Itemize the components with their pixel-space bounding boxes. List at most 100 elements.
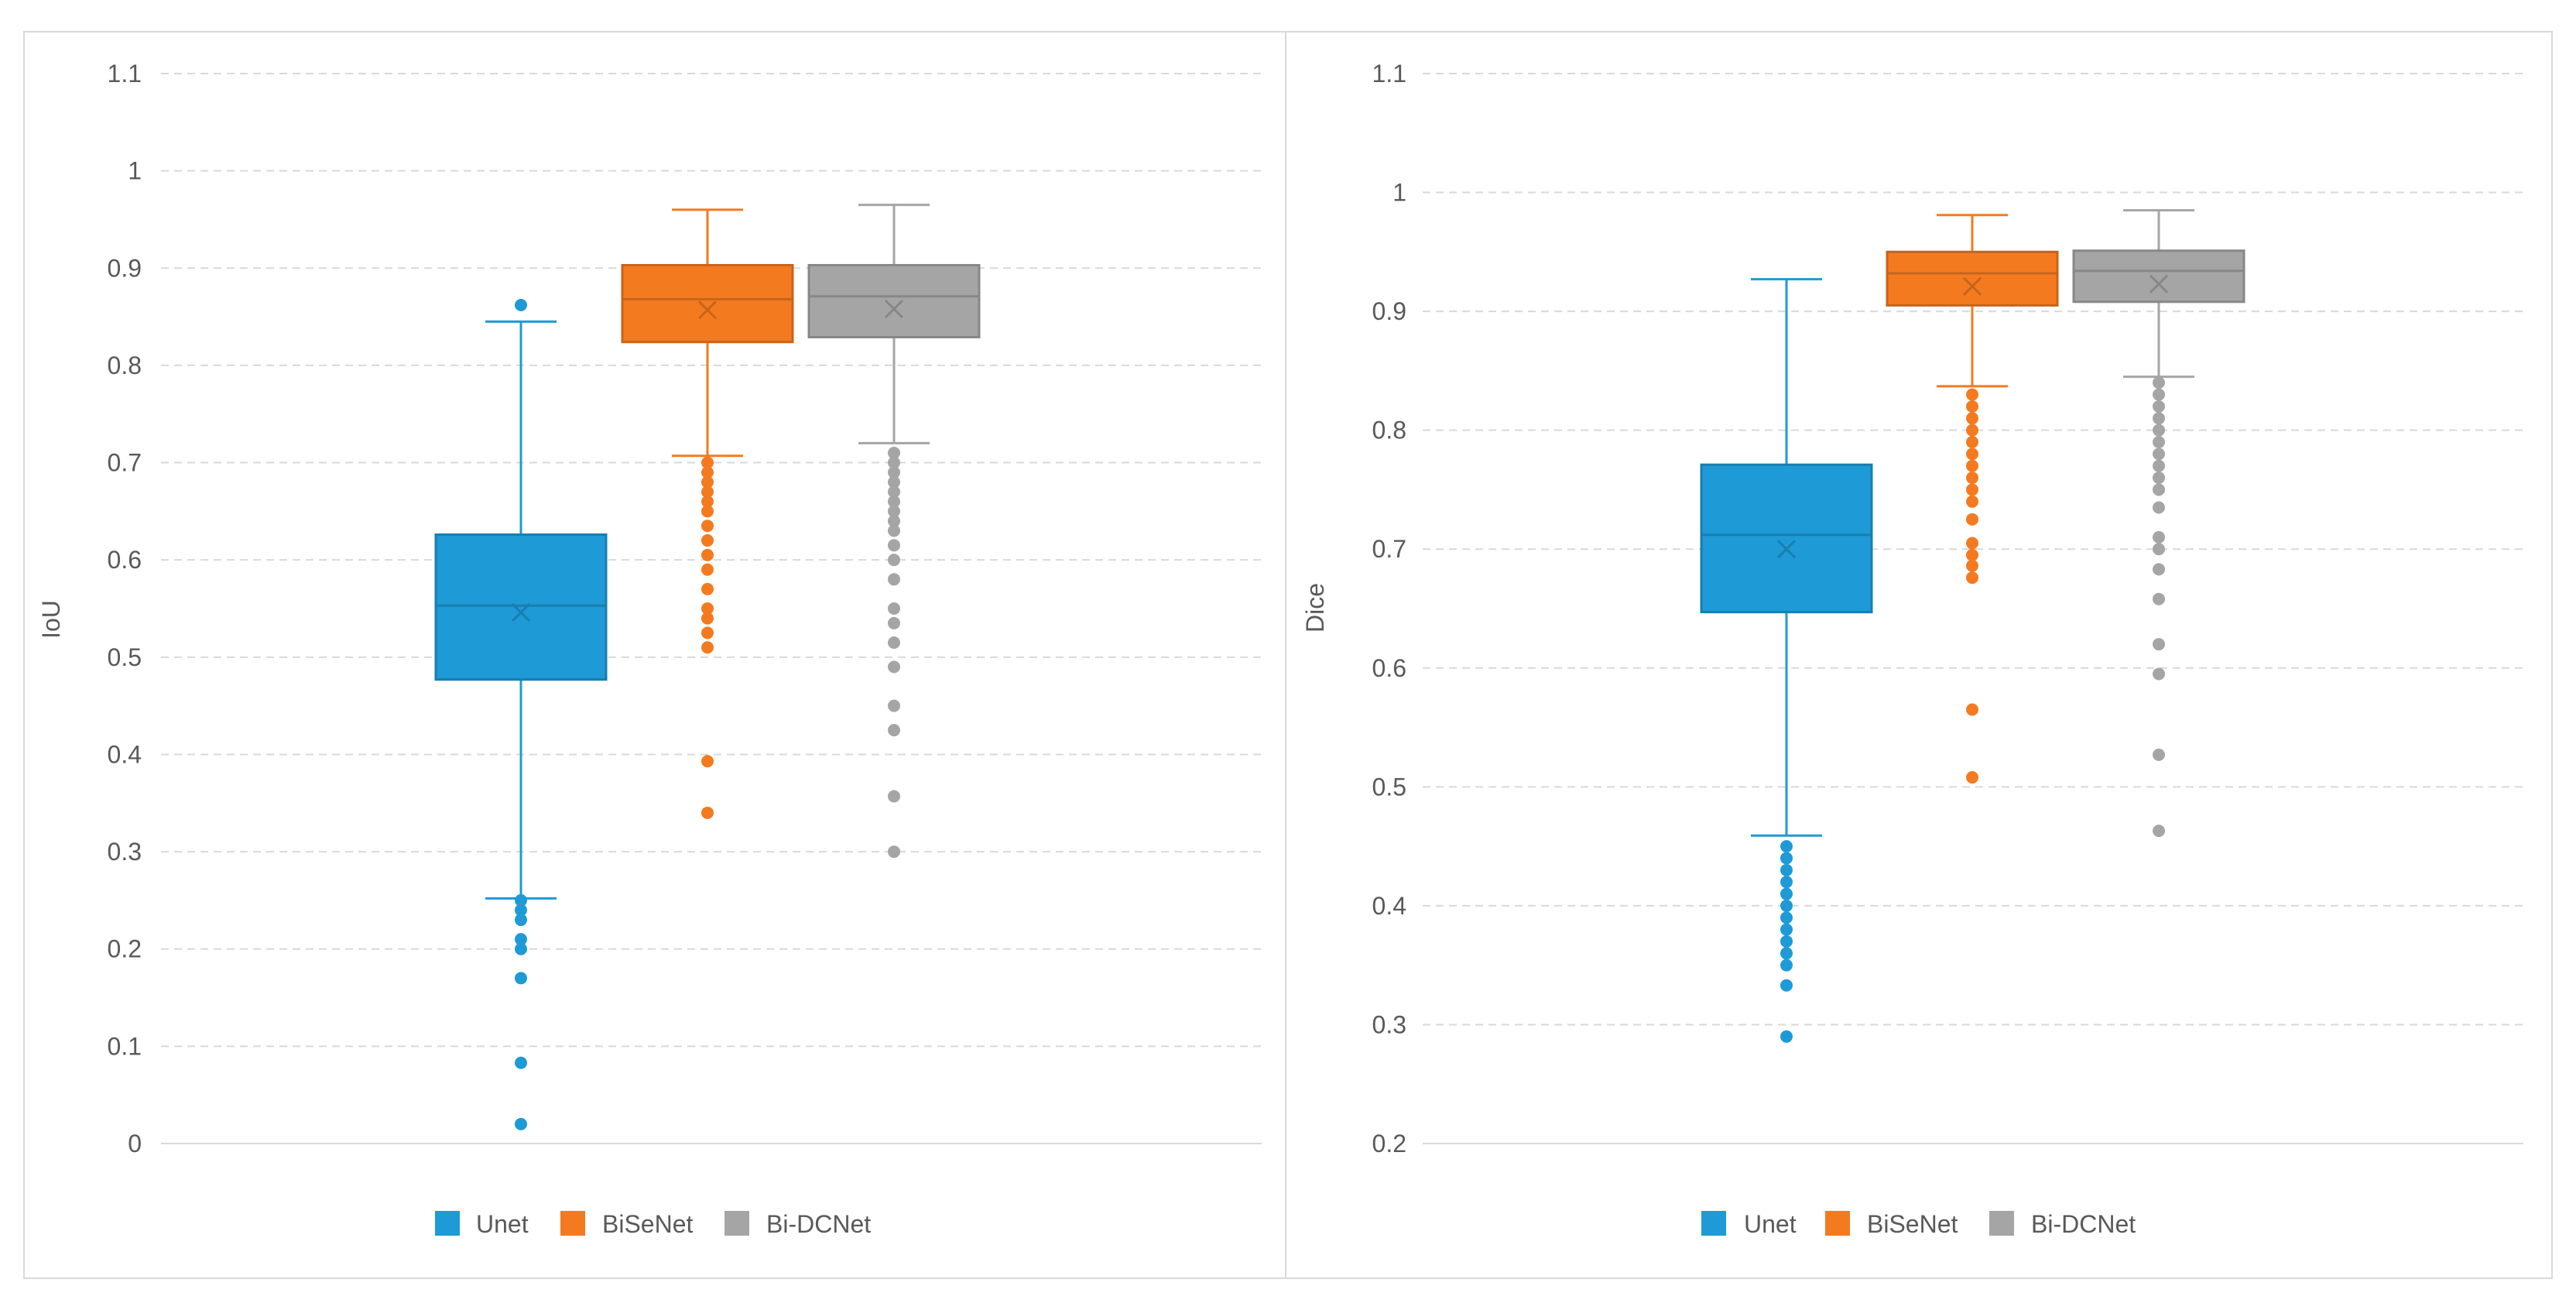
mean-marker: [2149, 274, 2169, 293]
outlier-point: [1780, 911, 1793, 924]
legend-label: BiSeNet: [1867, 1210, 1958, 1238]
outlier-point: [1780, 840, 1793, 853]
outlier-point: [1966, 559, 1978, 572]
outlier-point: [888, 505, 900, 518]
outlier-point: [1780, 899, 1793, 912]
legend-swatch: [435, 1211, 460, 1236]
y-tick-label: 1: [128, 157, 142, 185]
outlier-point: [515, 893, 527, 907]
outlier-point: [888, 636, 900, 649]
legend-label: Bi-DCNet: [2031, 1210, 2136, 1238]
outlier-point: [888, 724, 900, 737]
outlier-point: [888, 495, 900, 508]
outlier-point: [2153, 448, 2165, 461]
outlier-point: [515, 1056, 527, 1069]
outlier-point: [888, 790, 900, 803]
outlier-point: [888, 524, 900, 537]
legend-swatch: [560, 1211, 585, 1236]
y-tick-label: 0.7: [108, 449, 142, 477]
outlier-point: [701, 626, 714, 640]
outlier-point: [2153, 483, 2165, 496]
outlier-point: [1780, 979, 1793, 992]
outlier-point: [888, 539, 900, 552]
outlier-point: [1966, 424, 1978, 437]
outlier-point: [888, 845, 900, 859]
outlier-point: [701, 495, 714, 508]
outlier-point: [701, 755, 714, 768]
iqr-box: [807, 264, 981, 338]
outlier-point: [2153, 748, 2165, 761]
outlier-point: [1780, 876, 1793, 889]
y-tick-label: 0.4: [108, 740, 142, 768]
outlier-point: [701, 582, 714, 595]
y-tick-label: 0.5: [108, 643, 142, 671]
legend-label: BiSeNet: [602, 1210, 694, 1238]
outlier-point: [1966, 448, 1978, 461]
outlier-point: [515, 1117, 527, 1130]
outlier-point: [1966, 483, 1978, 496]
y-tick-label: 0: [128, 1130, 142, 1157]
y-tick-label: 0.6: [1372, 654, 1406, 682]
outlier-point: [1966, 412, 1978, 425]
iou-boxplot-chart: 0 0.1 0.2 0.3 0.4 0.5 0.6 0.7 0.8 0.9 1 1.1 IoU Unet B…: [37, 60, 1262, 1238]
dice-panel-frame: [1285, 31, 2553, 1279]
outlier-point: [888, 573, 900, 586]
outlier-point: [515, 299, 527, 312]
y-tick-label: 0.5: [1372, 773, 1406, 801]
outlier-point: [515, 933, 527, 946]
y-tick-label: 0.9: [1372, 297, 1406, 325]
outlier-point: [1780, 923, 1793, 936]
outlier-point: [1966, 400, 1978, 413]
outlier-point: [701, 602, 714, 615]
y-tick-label: 0.2: [108, 935, 142, 963]
outlier-point: [888, 554, 900, 567]
outlier-point: [2153, 412, 2165, 425]
outlier-point: [2153, 667, 2165, 681]
legend-label: Bi-DCNet: [766, 1210, 871, 1238]
dice-boxplot-chart: 0.2 0.3 0.4 0.5 0.6 0.7 0.8 0.9 1 1.1 Dice Unet BiSe…: [1301, 60, 2523, 1238]
outlier-point: [2153, 459, 2165, 472]
outlier-point: [2153, 376, 2165, 389]
legend-swatch: [1701, 1211, 1726, 1236]
outlier-point: [1966, 537, 1978, 550]
outlier-point: [701, 475, 714, 489]
outlier-point: [701, 548, 714, 561]
outlier-point: [1780, 852, 1793, 865]
outlier-point: [701, 806, 714, 819]
outlier-point: [888, 616, 900, 629]
y-tick-label: 0.3: [108, 838, 142, 866]
y-tick-label: 1.1: [108, 60, 142, 87]
outlier-point: [888, 466, 900, 479]
y-tick-label: 0.2: [1372, 1130, 1406, 1157]
y-axis-label: Dice: [1301, 583, 1329, 633]
outlier-point: [1780, 934, 1793, 948]
outlier-point: [515, 914, 527, 927]
outlier-point: [701, 563, 714, 576]
y-tick-label: 0.3: [1372, 1010, 1406, 1038]
outlier-point: [1966, 571, 1978, 585]
outlier-point: [1966, 703, 1978, 716]
outlier-point: [1966, 548, 1978, 561]
y-tick-label: 0.8: [108, 352, 142, 379]
outlier-point: [701, 520, 714, 533]
outlier-point: [2153, 530, 2165, 544]
y-tick-label: 0.6: [108, 546, 142, 574]
outlier-point: [515, 942, 527, 955]
mean-marker: [511, 602, 531, 622]
mean-marker: [1776, 540, 1797, 559]
iqr-box: [1700, 463, 1873, 614]
outlier-point: [1780, 958, 1793, 972]
iou-panel-frame: [23, 31, 1286, 1279]
outlier-point: [888, 602, 900, 615]
box-unet: [1700, 278, 1873, 1043]
outlier-point: [2153, 592, 2165, 605]
box-bisenet: [1886, 214, 2059, 784]
outlier-point: [1966, 513, 1978, 526]
outlier-point: [2153, 472, 2165, 485]
legend-label: Unet: [1744, 1210, 1797, 1238]
outlier-point: [2153, 424, 2165, 437]
y-tick-label: 0.9: [108, 254, 142, 282]
outlier-point: [1966, 436, 1978, 449]
y-tick-label: 0.8: [1372, 417, 1406, 444]
